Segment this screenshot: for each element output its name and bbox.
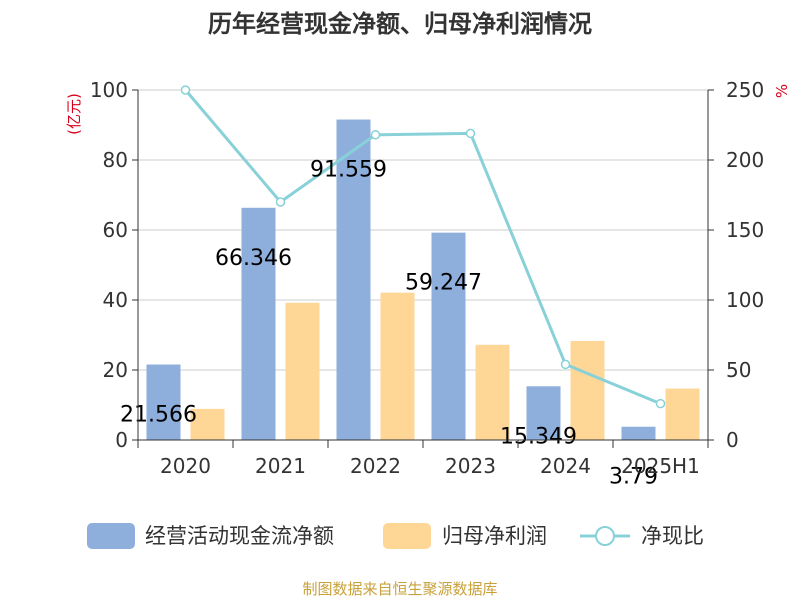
axes-layer: 0 20 40 60 80 100 0 50 100 150 200 250 2020 2021 2022 2… — [90, 78, 764, 478]
x-tick-label: 2022 — [350, 454, 401, 478]
line-point — [180, 85, 191, 95]
legend-swatch — [87, 523, 135, 549]
y-left-tick-label: 60 — [103, 218, 128, 242]
x-tick-label: 2024 — [540, 454, 591, 478]
x-tick-label: 2021 — [255, 454, 306, 478]
chart-title: 历年经营现金净额、归母净利润情况 — [208, 10, 592, 38]
bar-data-label: 91.559 — [310, 158, 387, 183]
source-note: 制图数据来自恒生聚源数据库 — [302, 580, 497, 598]
bar-data-label: 59.247 — [405, 271, 482, 296]
y-left-tick-label: 0 — [115, 428, 128, 452]
bar-data-label: 15.349 — [500, 424, 577, 449]
legend-label: 归母净利润 — [442, 524, 547, 548]
y-left-axis-label: (亿元) — [65, 93, 83, 135]
line-point — [560, 359, 571, 370]
bar — [570, 340, 605, 440]
legend-line-marker — [595, 526, 615, 546]
bar — [621, 426, 656, 440]
y-right-tick-label: 100 — [726, 288, 764, 312]
legend-swatch — [383, 523, 431, 549]
bar — [665, 388, 700, 440]
line-point — [465, 128, 476, 139]
y-left-tick-label: 40 — [103, 288, 128, 312]
bar — [380, 292, 415, 440]
legend-label: 经营活动现金流净额 — [145, 524, 334, 548]
bar — [285, 302, 320, 440]
bar — [146, 364, 181, 440]
labels-layer: 21.566 66.346 91.559 59.247 15.349 3.79 — [120, 158, 658, 490]
line-series — [184, 89, 662, 405]
bars-layer — [146, 119, 700, 440]
x-tick-label: 2020 — [160, 454, 211, 478]
x-tick-label: 2025H1 — [621, 454, 700, 478]
bar — [526, 386, 561, 440]
bar — [241, 207, 276, 440]
y-right-tick-label: 250 — [726, 78, 764, 102]
y-right-tick-label: 200 — [726, 148, 764, 172]
line-point — [370, 130, 381, 140]
bar — [190, 408, 225, 440]
bar-data-label: 3.79 — [609, 465, 658, 490]
y-left-tick-label: 100 — [90, 78, 128, 102]
line-point — [275, 197, 286, 207]
x-tick-label: 2023 — [445, 454, 496, 478]
bar-data-label: 66.346 — [215, 246, 292, 271]
y-left-tick-label: 20 — [103, 358, 128, 382]
y-right-tick-label: 150 — [726, 218, 764, 242]
bar-data-label: 21.566 — [120, 403, 197, 428]
bar — [336, 119, 371, 440]
y-right-tick-label: 0 — [726, 428, 739, 452]
line-layer — [180, 85, 666, 409]
bar — [431, 232, 466, 440]
legend-label: 净现比 — [641, 524, 704, 548]
line-point — [655, 398, 666, 409]
legend: 经营活动现金流净额 归母净利润 净现比 — [87, 523, 704, 549]
y-right-tick-label: 50 — [726, 358, 751, 382]
y-right-axis-label: % — [773, 84, 791, 98]
bar — [475, 344, 510, 440]
y-left-tick-label: 80 — [103, 148, 128, 172]
